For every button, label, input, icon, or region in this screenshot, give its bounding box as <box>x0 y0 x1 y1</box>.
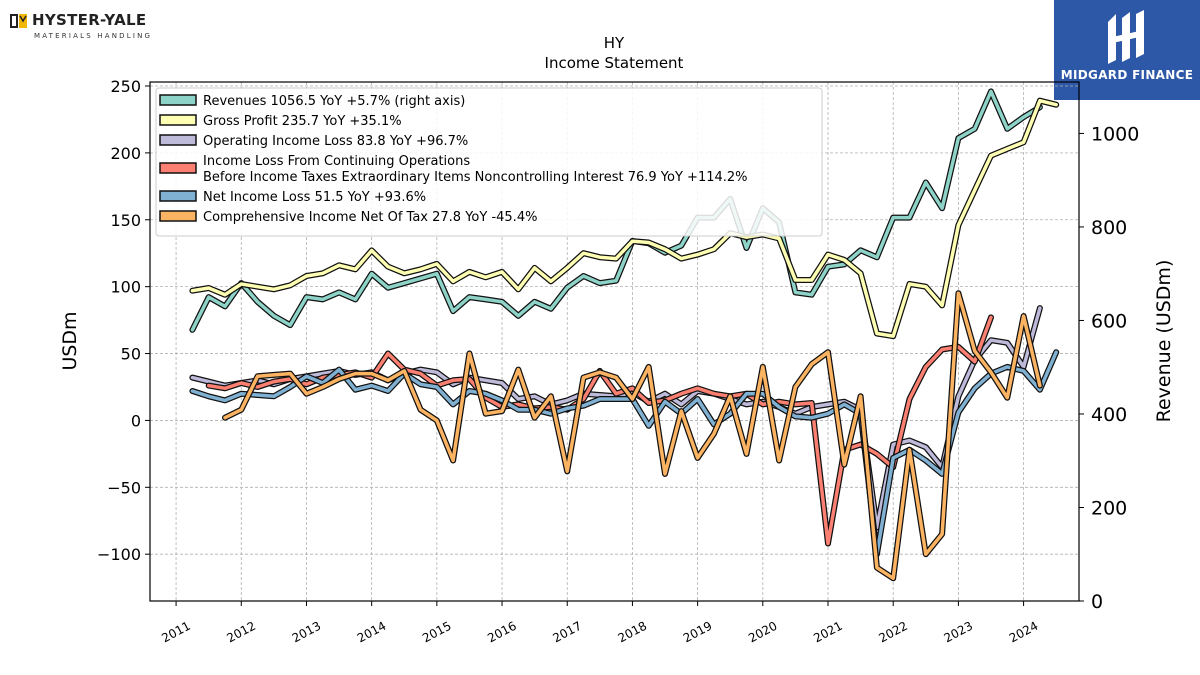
legend-label-pretax_income: Income Loss From Continuing Operations <box>203 154 470 169</box>
y-axis-label: USDm <box>59 311 81 370</box>
legend-label-comprehensive_income: Comprehensive Income Net Of Tax 27.8 YoY… <box>203 210 537 225</box>
hyster-yale-logo: HYSTER-YALE MATERIALS HANDLING <box>8 8 158 48</box>
y-right-tick-label: 0 <box>1091 591 1103 613</box>
y-right-tick-label: 400 <box>1091 404 1127 426</box>
series-line-comprehensive_income <box>223 291 1042 581</box>
hyster-yale-subtitle: MATERIALS HANDLING <box>34 32 153 40</box>
midgard-brand: MIDGARD FINANCE <box>1060 68 1194 82</box>
legend-swatch-pretax_income <box>159 162 197 174</box>
x-tick-label: 2016 <box>485 619 519 646</box>
series-line-revenues <box>190 89 1042 332</box>
x-tick-label: 2011 <box>159 619 193 646</box>
plot-frame <box>149 81 1080 602</box>
x-tick-label: 2020 <box>746 619 780 646</box>
y-tick-label: 100 <box>110 278 141 297</box>
series-outline-comprehensive_income <box>222 290 1043 582</box>
y-tick-label: 200 <box>110 144 141 163</box>
series-line-net_income <box>190 350 1058 556</box>
series-line-operating_income <box>190 306 1042 530</box>
chart-title: HY <box>604 34 625 52</box>
legend-swatch-gross_profit <box>159 114 197 126</box>
legend-label-revenues: Revenues 1056.5 YoY +5.7% (right axis) <box>203 94 465 109</box>
y-tick-label: −50 <box>107 478 141 497</box>
x-tick-label: 2021 <box>811 619 845 646</box>
y-axis-right-label: Revenue (USDm) <box>1153 260 1175 423</box>
legend-swatch-comprehensive_income <box>159 210 197 222</box>
y-right-tick-label: 800 <box>1091 217 1127 239</box>
y-right-tick-label: 1000 <box>1091 123 1139 145</box>
x-tick-label: 2012 <box>224 619 258 646</box>
legend-label-operating_income: Operating Income Loss 83.8 YoY +96.7% <box>203 134 468 149</box>
midgard-logo-icon <box>1108 10 1144 64</box>
x-tick-label: 2019 <box>681 619 715 646</box>
hyster-yale-brand: HYSTER-YALE <box>32 11 147 29</box>
legend-label-pretax_income: Before Income Taxes Extraordinary Items … <box>203 170 748 185</box>
midgard-finance-logo: MIDGARD FINANCE <box>1054 0 1200 100</box>
legend-swatch-revenues <box>159 94 197 106</box>
chart-subtitle: Income Statement <box>545 54 684 72</box>
hyster-yale-logo-icon <box>10 14 27 28</box>
x-tick-label: 2014 <box>355 619 389 646</box>
x-tick-label: 2013 <box>290 619 324 646</box>
x-tick-label: 2023 <box>942 619 976 646</box>
x-tick-label: 2022 <box>876 619 910 646</box>
legend-swatch-net_income <box>159 190 197 202</box>
legend: Revenues 1056.5 YoY +5.7% (right axis) Gr… <box>155 87 823 237</box>
legend-swatch-operating_income <box>159 134 197 146</box>
x-tick-label: 2024 <box>1007 619 1041 646</box>
y-tick-label: 250 <box>110 77 141 96</box>
series-lines <box>189 88 1060 582</box>
y-tick-label: 0 <box>131 411 141 430</box>
y-tick-label: 150 <box>110 211 141 230</box>
series-outline-operating_income <box>189 305 1043 531</box>
y-right-tick-label: 600 <box>1091 310 1127 332</box>
x-tick-label: 2018 <box>616 619 650 646</box>
y-tick-label: −100 <box>97 545 141 564</box>
legend-box <box>155 87 823 237</box>
x-tick-label: 2017 <box>550 619 584 646</box>
y-tick-label: 50 <box>121 345 141 364</box>
x-tick-label: 2015 <box>420 619 454 646</box>
legend-label-net_income: Net Income Loss 51.5 YoY +93.6% <box>203 190 426 205</box>
series-line-gross_profit <box>190 98 1058 338</box>
legend-label-gross_profit: Gross Profit 235.7 YoY +35.1% <box>203 114 402 129</box>
y-right-tick-label: 200 <box>1091 497 1127 519</box>
